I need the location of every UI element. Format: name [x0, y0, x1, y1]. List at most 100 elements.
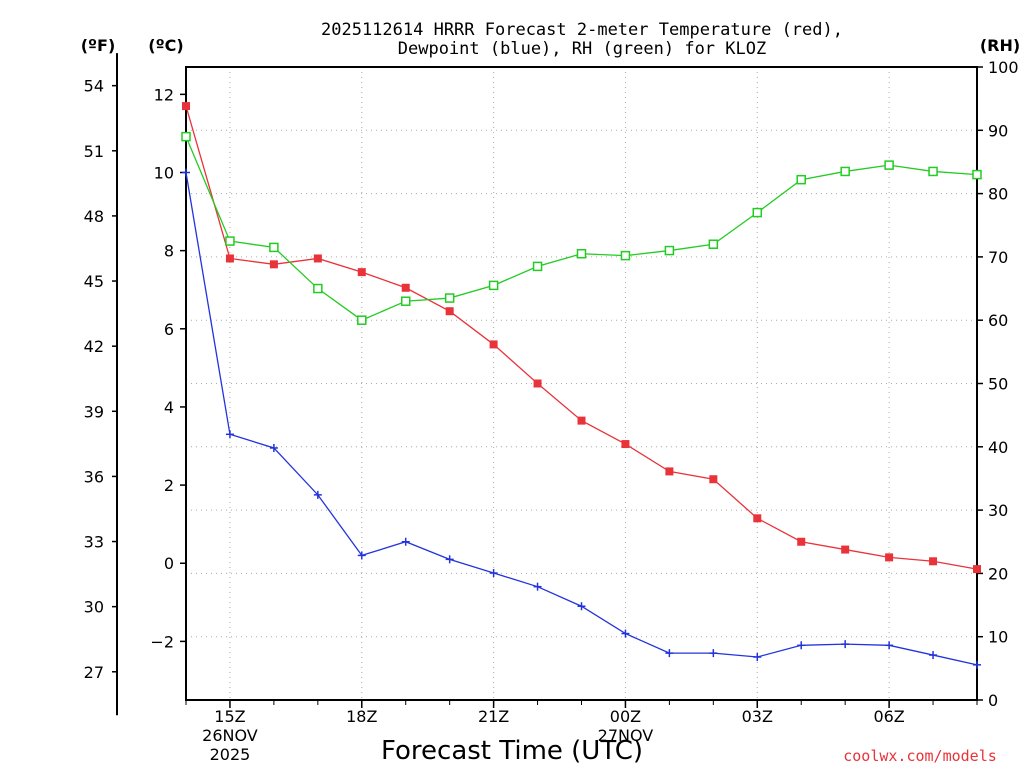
celsius-ticks: −2 0 2 4 6 8 10 12	[150, 85, 186, 651]
fahrenheit-tick-label: 39	[84, 402, 104, 421]
y-axis-celsius-label: (ºC)	[148, 36, 183, 55]
rh-point	[884, 160, 894, 170]
chart-title-line1: 2025112614 HRRR Forecast 2-meter Tempera…	[321, 20, 843, 40]
temperature-point	[929, 557, 938, 566]
dewpoint-point	[182, 168, 190, 177]
temperature-point	[313, 254, 322, 263]
time-tick-label: 15Z	[214, 707, 245, 726]
credit-text: coolwx.com/models	[843, 747, 997, 765]
fahrenheit-tick-label: 30	[84, 598, 104, 617]
dewpoint-point	[841, 640, 850, 649]
rh-point	[357, 315, 367, 325]
fahrenheit-tick-label: 33	[84, 533, 104, 552]
y-axis-fahrenheit-label: (ºF)	[81, 36, 116, 55]
temperature-line	[185, 105, 978, 570]
rh-tick-label: 20	[988, 564, 1008, 583]
rh-tick-label: 70	[988, 248, 1008, 267]
fahrenheit-tick-label: 54	[84, 77, 104, 96]
temperature-point	[621, 440, 630, 449]
rh-point	[225, 236, 235, 246]
dewpoint-point	[533, 582, 542, 591]
fahrenheit-tick-label: 48	[84, 207, 104, 226]
rh-point	[664, 245, 675, 256]
time-tick-label: 06Z	[873, 707, 904, 726]
rh-point	[708, 239, 719, 249]
temperature-point	[841, 545, 850, 554]
rh-point	[269, 242, 279, 253]
rh-tick-label: 60	[988, 311, 1008, 330]
fahrenheit-tick-label: 45	[84, 272, 104, 291]
dewpoint-point	[357, 551, 366, 560]
time-tick-label: 03Z	[742, 707, 773, 726]
x-axis-title: Forecast Time (UTC)	[381, 736, 643, 766]
rh-ticks: 0 10 20 30 40 50 60 70 80 90 100	[977, 58, 1019, 710]
dewpoint-point	[885, 641, 894, 650]
rh-point	[488, 280, 499, 291]
rh-point	[444, 293, 455, 303]
time-tick-label: 21Z	[478, 707, 509, 726]
rh-point	[928, 166, 938, 177]
rh-tick-label: 80	[988, 185, 1008, 204]
rh-point	[532, 261, 543, 272]
axes	[116, 53, 978, 716]
dewpoint-point	[489, 569, 498, 578]
rh-point	[313, 283, 323, 294]
dewpoint-point	[577, 602, 586, 611]
celsius-tick-label: 0	[164, 554, 174, 573]
temperature-point	[577, 416, 586, 425]
dewpoint-point	[225, 430, 234, 439]
temperature-point	[182, 102, 190, 111]
temperature-point	[797, 537, 806, 546]
temperature-point	[225, 254, 234, 263]
dewpoint-point	[753, 653, 762, 662]
celsius-tick-label: 6	[164, 320, 174, 339]
y-axis-rh-label: (RH)	[980, 36, 1020, 55]
rh-point	[796, 174, 806, 185]
dewpoint-point	[269, 443, 278, 452]
dewpoint-point	[797, 641, 806, 650]
temperature-point	[709, 475, 718, 484]
rh-point	[972, 169, 982, 180]
temperature-point	[973, 565, 981, 574]
rh-point	[840, 166, 850, 177]
rh-point	[620, 250, 631, 261]
rh-point	[752, 207, 763, 218]
time-tick-label: 18Z	[346, 707, 377, 726]
rh-tick-label: 90	[988, 121, 1008, 140]
temperature-point	[753, 514, 762, 523]
celsius-tick-label: 4	[164, 398, 174, 417]
celsius-tick-label: −2	[150, 632, 174, 651]
rh-tick-label: 10	[988, 628, 1008, 647]
dewpoint-point	[929, 651, 938, 660]
date-tick-label: 26NOV	[202, 726, 258, 745]
fahrenheit-tick-label: 27	[84, 663, 104, 682]
celsius-tick-label: 8	[164, 242, 174, 261]
temperature-point	[401, 283, 410, 292]
temperature-point	[269, 260, 278, 269]
celsius-tick-label: 12	[154, 85, 174, 104]
celsius-tick-label: 2	[164, 476, 174, 495]
dewpoint-point	[445, 555, 454, 564]
dewpoint-point	[621, 629, 630, 638]
celsius-tick-label: 10	[154, 164, 174, 183]
rh-point	[400, 296, 411, 306]
rh-tick-label: 30	[988, 501, 1008, 520]
dewpoint-point	[401, 537, 410, 546]
fahrenheit-tick-label: 51	[84, 142, 104, 161]
temperature-point	[885, 553, 894, 562]
rh-tick-label: 100	[988, 58, 1019, 77]
rh-point	[576, 248, 587, 259]
rh-tick-label: 0	[988, 691, 998, 710]
temperature-point	[445, 307, 454, 316]
temperature-point	[533, 379, 542, 388]
dewpoint-point	[973, 660, 981, 669]
temperature-point	[489, 340, 498, 349]
temperature-point	[665, 467, 674, 476]
chart-title-line2: Dewpoint (blue), RH (green) for KLOZ	[398, 39, 766, 59]
date-tick-label: 27NOV	[598, 726, 654, 745]
rh-point	[181, 131, 191, 142]
dewpoint-point	[313, 490, 322, 499]
fahrenheit-tick-label: 42	[84, 337, 104, 356]
